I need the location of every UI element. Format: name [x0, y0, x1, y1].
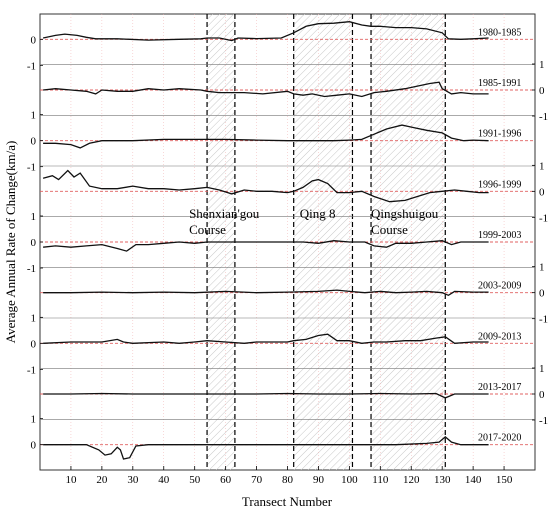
y-tick-label: 1 [539, 160, 545, 172]
x-tick-label: 110 [372, 474, 389, 486]
series-line [43, 392, 489, 399]
panel: 1 0 -1 2013-2017 [40, 363, 548, 427]
y-tick-label: 0 [539, 85, 545, 97]
series-line [42, 21, 489, 42]
panel: 1 0 -1 1991-1996 [27, 110, 535, 174]
x-tick-label: 90 [313, 474, 325, 486]
x-tick-label: 150 [496, 474, 513, 486]
panel: 1 0 2017-2020 [31, 414, 535, 460]
y-tick-label: 1 [539, 59, 545, 71]
y-tick-label: 1 [31, 110, 37, 122]
region-label: Qingshuigou [371, 206, 439, 221]
region-label: Course [189, 222, 226, 237]
x-tick-label: 70 [251, 474, 263, 486]
series-label: 2003-2009 [478, 281, 521, 292]
series-label: 1999-2003 [478, 230, 521, 241]
x-tick-label: 30 [127, 474, 139, 486]
series-line [43, 81, 489, 98]
x-tick-label: 140 [465, 474, 482, 486]
y-tick-label: -1 [27, 162, 36, 174]
series-line [43, 436, 489, 460]
x-tick-label: 100 [341, 474, 358, 486]
panel: 1 0 -1 1985-1991 [40, 59, 548, 123]
y-tick-label: 0 [539, 389, 545, 401]
series-label: 2009-2013 [478, 331, 521, 342]
series-label: 2013-2017 [478, 382, 521, 393]
series-label: 1985-1991 [478, 78, 521, 89]
y-tick-label: 0 [539, 288, 545, 300]
panel: 1 0 -1 1999-2003 [27, 211, 535, 275]
y-tick-label: -1 [539, 314, 548, 326]
y-tick-label: -1 [27, 60, 36, 72]
y-tick-label: -1 [27, 364, 36, 376]
series-line [43, 240, 489, 252]
y-tick-label: -1 [27, 263, 36, 275]
y-tick-label: 1 [539, 363, 545, 375]
x-tick-label: 40 [158, 474, 170, 486]
y-tick-label: -1 [539, 212, 548, 224]
x-tick-label: 10 [65, 474, 77, 486]
x-tick-label: 60 [220, 474, 232, 486]
y-tick-label: 0 [31, 338, 37, 350]
region-label: Qing 8 [300, 206, 336, 221]
panel: 1 0 -1 2003-2009 [40, 262, 548, 326]
series-line [43, 289, 489, 297]
series-line [43, 124, 489, 149]
region-label: Shenxian'gou [189, 206, 260, 221]
x-tick-label: 130 [434, 474, 451, 486]
series-label: 1996-1999 [478, 179, 521, 190]
x-axis-label: Transect Number [242, 494, 333, 509]
series-line [43, 333, 489, 344]
y-tick-label: 0 [31, 440, 37, 452]
region-label: Course [371, 222, 408, 237]
x-tick-label: 20 [96, 474, 108, 486]
y-tick-label: 0 [539, 186, 545, 198]
x-tick-label: 80 [282, 474, 294, 486]
panel: 0 -1 1980-1985 [27, 21, 535, 72]
x-tick-label: 120 [403, 474, 420, 486]
series-label: 1980-1985 [478, 27, 521, 38]
series-line [42, 169, 489, 203]
series-label: 2017-2020 [478, 433, 521, 444]
y-tick-label: -1 [539, 415, 548, 427]
y-tick-label: 0 [31, 34, 37, 46]
y-tick-label: -1 [539, 111, 548, 123]
y-tick-label: 1 [31, 312, 37, 324]
y-tick-label: 1 [31, 414, 37, 426]
y-tick-label: 0 [31, 237, 37, 249]
panel: 1 0 -1 1996-1999 [40, 160, 548, 224]
series-label: 1991-1996 [478, 129, 521, 140]
x-tick-label: 50 [189, 474, 201, 486]
panel: 1 0 -1 2009-2013 [27, 312, 535, 376]
y-tick-label: 1 [31, 211, 37, 223]
y-tick-label: 0 [31, 136, 37, 148]
y-axis-label: Average Annual Rate of Change(km/a) [3, 141, 18, 344]
y-tick-label: 1 [539, 262, 545, 274]
